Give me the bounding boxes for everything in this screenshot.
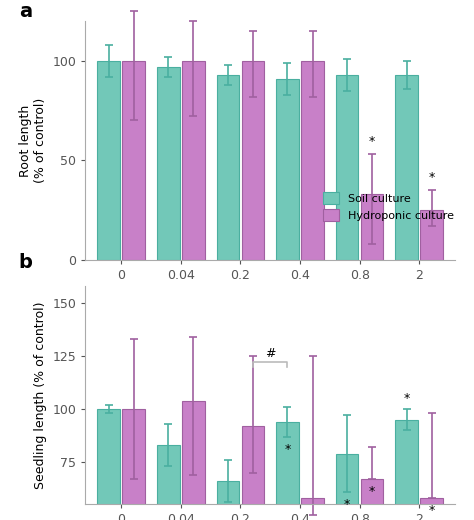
Bar bbox=[122, 409, 145, 520]
Legend: Soil culture, Hydroponic culture: Soil culture, Hydroponic culture bbox=[319, 188, 459, 225]
Bar bbox=[157, 67, 180, 260]
Bar bbox=[395, 74, 418, 260]
Text: #: # bbox=[265, 347, 275, 360]
Bar bbox=[301, 61, 324, 260]
Bar bbox=[420, 210, 443, 260]
Bar bbox=[361, 194, 383, 260]
Y-axis label: Root length
(% of control): Root length (% of control) bbox=[19, 98, 47, 183]
Bar bbox=[97, 61, 120, 260]
Bar bbox=[395, 420, 418, 520]
Text: b: b bbox=[19, 253, 33, 272]
Text: *: * bbox=[428, 171, 435, 184]
Bar bbox=[276, 79, 299, 260]
Bar bbox=[420, 498, 443, 520]
Bar bbox=[182, 400, 205, 520]
Bar bbox=[97, 409, 120, 520]
Bar bbox=[336, 453, 358, 520]
Text: *: * bbox=[369, 135, 375, 148]
Bar bbox=[242, 426, 264, 520]
Bar bbox=[336, 74, 358, 260]
Text: *: * bbox=[369, 485, 375, 498]
Text: *: * bbox=[428, 504, 435, 517]
Bar bbox=[122, 61, 145, 260]
Bar bbox=[242, 61, 264, 260]
Bar bbox=[157, 445, 180, 520]
Text: *: * bbox=[284, 443, 291, 456]
Bar bbox=[217, 481, 239, 520]
Text: *: * bbox=[344, 498, 350, 511]
Bar bbox=[217, 74, 239, 260]
Bar bbox=[276, 422, 299, 520]
Text: *: * bbox=[404, 392, 410, 405]
Bar bbox=[301, 498, 324, 520]
Bar bbox=[182, 61, 205, 260]
Y-axis label: Seedling length (% of control): Seedling length (% of control) bbox=[34, 302, 47, 489]
Bar bbox=[361, 479, 383, 520]
Text: a: a bbox=[19, 2, 32, 21]
X-axis label: GO (mg/mL): GO (mg/mL) bbox=[223, 288, 317, 302]
